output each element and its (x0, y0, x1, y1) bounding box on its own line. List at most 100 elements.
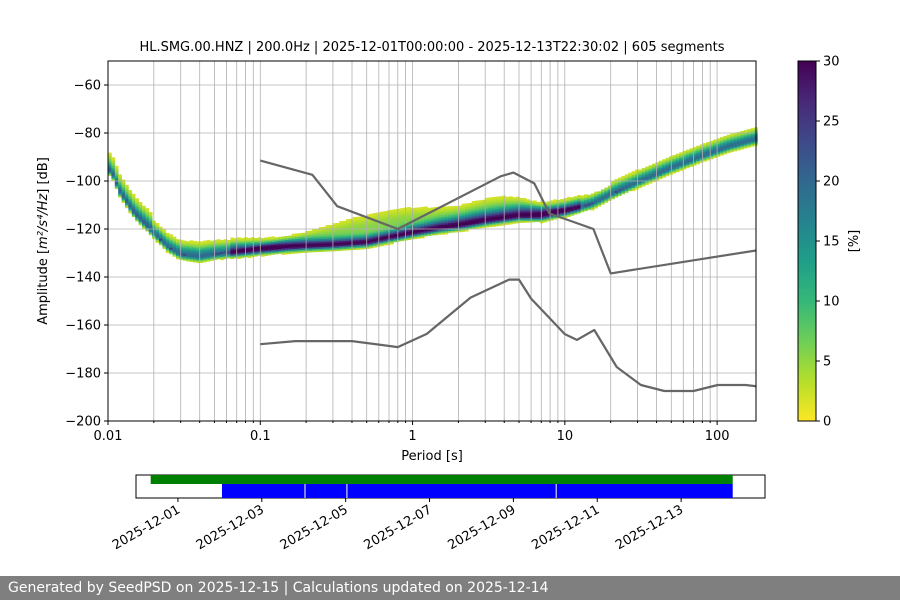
heatmap-cell (475, 203, 479, 207)
heatmap-cell (526, 213, 530, 217)
heatmap-cell (471, 226, 476, 230)
heatmap-cell (679, 166, 683, 170)
heatmap-cell (560, 199, 564, 202)
heatmap-cell (318, 238, 323, 241)
heatmap-cell (366, 241, 371, 245)
heatmap-cell (665, 162, 670, 165)
heatmap-cell (312, 246, 316, 250)
heatmap-cell (339, 240, 343, 243)
heatmap-cell (288, 235, 292, 238)
heatmap-cell (665, 170, 670, 174)
heatmap-cell (441, 224, 445, 227)
heatmap-cell (335, 229, 340, 232)
heatmap-cell (148, 218, 153, 221)
heatmap-cell (176, 252, 180, 255)
heatmap-cell (288, 248, 292, 251)
heatmap-cell (533, 218, 537, 221)
heatmap-cell (114, 165, 119, 169)
heatmap-cell (604, 197, 609, 200)
y-tick-label: −140 (65, 271, 101, 286)
heatmap-cell (315, 249, 320, 253)
heatmap-cell (114, 169, 119, 172)
heatmap-cell (342, 232, 347, 235)
heatmap-cell (274, 250, 279, 253)
heatmap-cell (315, 235, 320, 238)
heatmap-cell (257, 248, 262, 251)
heatmap-cell (312, 237, 316, 240)
heatmap-cell (730, 146, 734, 149)
heatmap-cell (135, 204, 139, 207)
heatmap-cell (359, 235, 364, 239)
heatmap-cell (121, 186, 126, 189)
heatmap-cell (271, 252, 275, 255)
heatmap-cell (641, 168, 646, 171)
heatmap-cell (567, 200, 571, 203)
heatmap-cell (706, 142, 711, 145)
heatmap-cell (482, 217, 486, 220)
heatmap-cell (114, 175, 119, 178)
heatmap-cell (227, 248, 231, 251)
heatmap-cell (261, 251, 265, 254)
heatmap-cell (291, 240, 296, 243)
heatmap-cell (495, 209, 500, 212)
heatmap-cell (223, 245, 228, 249)
heatmap-cell (383, 232, 388, 235)
heatmap-cell (322, 249, 326, 252)
heatmap-cell (346, 246, 350, 249)
heatmap-cell (635, 172, 639, 176)
heatmap-cell (468, 204, 473, 207)
heatmap-cell (247, 255, 252, 259)
heatmap-cell (400, 211, 405, 214)
heatmap-cell (675, 168, 680, 171)
heatmap-cell (257, 243, 262, 247)
heatmap-cell (638, 172, 643, 176)
y-tick-label: −100 (65, 175, 101, 190)
heatmap-cell (570, 203, 575, 207)
heatmap-cell (261, 239, 265, 243)
heatmap-cell (499, 199, 503, 202)
heatmap-cell (465, 222, 469, 226)
heatmap-cell (373, 216, 377, 219)
heatmap-cell (250, 248, 255, 251)
heatmap-cell (577, 203, 581, 206)
heatmap-cell (216, 242, 221, 245)
heatmap-cell (645, 169, 649, 173)
heatmap-cell (468, 207, 473, 211)
heatmap-cell (686, 156, 690, 159)
heatmap-cell (553, 199, 558, 202)
heatmap-cell (495, 220, 500, 224)
heatmap-cell (726, 144, 731, 147)
heatmap-cell (346, 223, 350, 227)
heatmap-cell (352, 242, 357, 246)
heatmap-cell (584, 204, 588, 207)
heatmap-cell (196, 249, 201, 252)
heatmap-cell (546, 201, 551, 204)
heatmap-cell (397, 223, 401, 226)
heatmap-cell (567, 208, 571, 211)
heatmap-cell (125, 186, 129, 189)
heatmap-cell (444, 222, 449, 225)
heatmap-cell (672, 171, 677, 174)
heatmap-cell (696, 152, 700, 155)
heatmap-cell (628, 185, 632, 188)
heatmap-cell (499, 197, 503, 201)
heatmap-cell (509, 207, 513, 210)
heatmap-cell (723, 145, 728, 148)
heatmap-cell (448, 228, 452, 232)
heatmap-cell (550, 211, 554, 214)
heatmap-cell (342, 248, 347, 251)
heatmap-cell (288, 245, 292, 248)
heatmap-cell (162, 230, 167, 233)
heatmap-cell (431, 225, 435, 228)
heatmap-cell (686, 162, 690, 165)
heatmap-cell (254, 239, 258, 242)
heatmap-cell (325, 226, 330, 230)
heatmap-cell (169, 247, 173, 250)
heatmap-cell (597, 196, 602, 199)
heatmap-cell (199, 244, 204, 247)
heatmap-cell (349, 218, 354, 222)
heatmap-cell (366, 238, 371, 241)
heatmap-cell (397, 211, 401, 215)
heatmap-cell (601, 199, 605, 202)
